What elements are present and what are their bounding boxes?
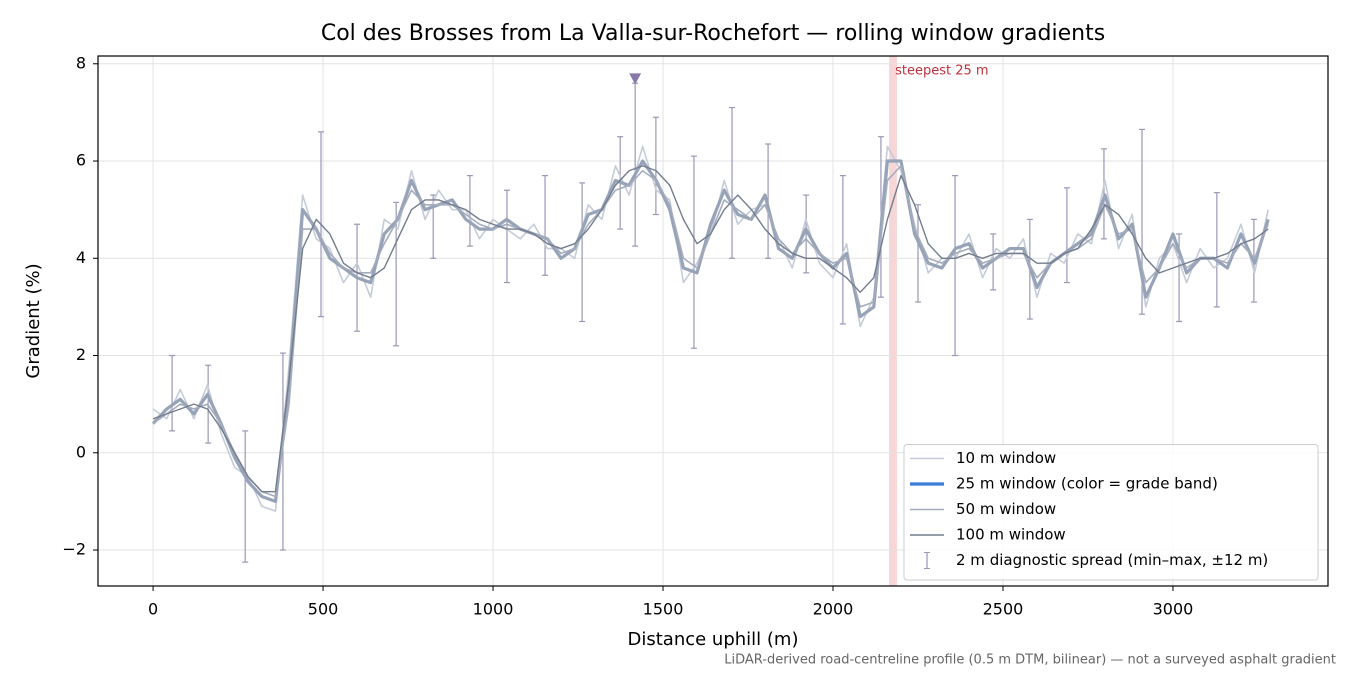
error-bar (393, 201, 400, 347)
legend-label: 50 m window (956, 500, 1056, 518)
error-bar (242, 430, 249, 563)
x-tick-label: 2000 (813, 600, 854, 619)
series-line (152, 165, 1269, 493)
series-line (151, 159, 1270, 503)
footnote: LiDAR-derived road-centreline profile (0… (724, 653, 1336, 668)
error-bar (466, 175, 473, 247)
error-bar (803, 194, 810, 274)
y-tick-label: 4 (76, 248, 86, 267)
y-tick-label: 2 (76, 345, 86, 364)
max-marker (629, 73, 642, 85)
y-tick-label: −2 (62, 540, 86, 559)
chart-title: Col des Brosses from La Valla-sur-Rochef… (321, 21, 1105, 46)
x-tick-label: 1000 (473, 600, 514, 619)
error-bar (169, 354, 176, 432)
error-bar (503, 189, 510, 284)
legend-label: 10 m window (956, 449, 1056, 467)
y-axis-label: Gradient (%) (23, 263, 44, 378)
legend-label: 25 m window (color = grade band) (956, 475, 1218, 493)
legend-label: 100 m window (956, 526, 1066, 544)
error-bar (1063, 187, 1070, 284)
error-bar (1213, 192, 1220, 308)
error-bar (652, 116, 659, 216)
y-tick-label: 0 (76, 442, 86, 461)
x-tick-label: 1500 (643, 600, 684, 619)
highlight-label: steepest 25 m (895, 64, 988, 79)
error-bar (579, 182, 586, 323)
y-tick-label: 6 (76, 151, 86, 170)
error-bar (729, 106, 736, 259)
legend-box (903, 444, 1319, 581)
plot-frame (97, 55, 1329, 587)
y-tick-label: 8 (76, 53, 86, 72)
x-axis-label: Distance uphill (m) (628, 629, 799, 650)
error-bar (542, 175, 549, 276)
error-bar (839, 175, 846, 325)
legend: 10 m window 25 m window (color = grade ba… (903, 444, 1319, 581)
error-bar (915, 204, 921, 303)
highlight-span (889, 56, 897, 586)
x-tick-label: 0 (148, 600, 158, 619)
x-tick-label: 3000 (1153, 600, 1194, 619)
legend-label: 2 m diagnostic spread (min–max, ±12 m) (956, 551, 1268, 569)
error-bar (952, 175, 959, 357)
x-tick-label: 2500 (983, 600, 1024, 619)
x-tick-label: 500 (308, 600, 339, 619)
error-bar (279, 352, 286, 551)
error-bar (690, 155, 697, 349)
